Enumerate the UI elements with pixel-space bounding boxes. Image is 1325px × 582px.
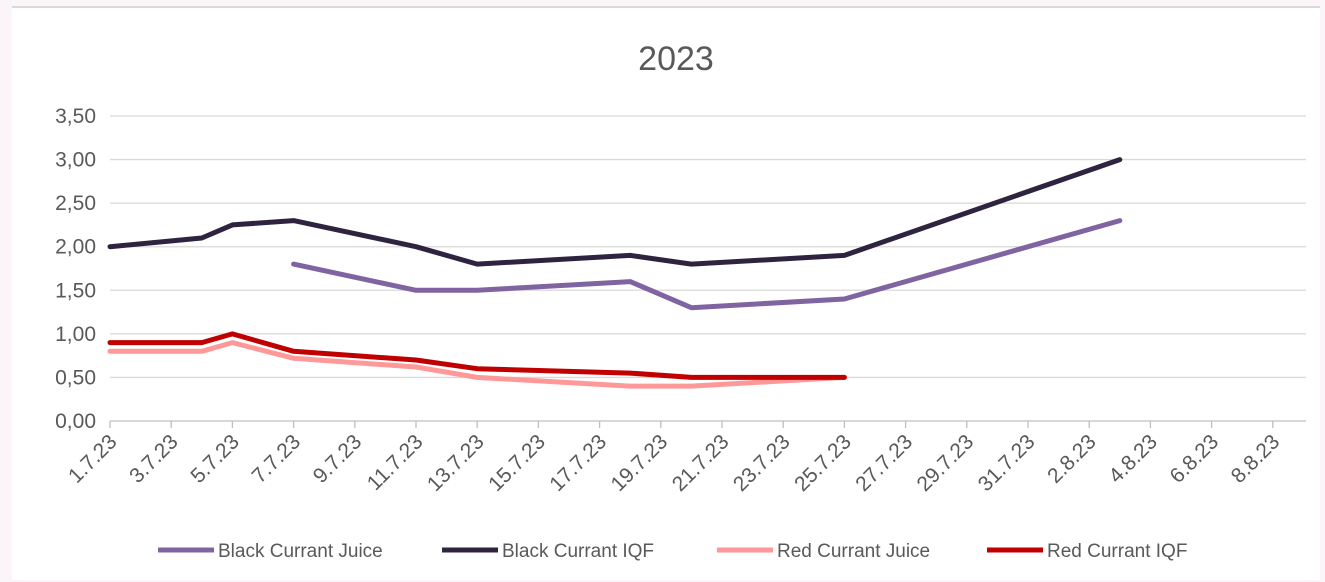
x-tick-label: 1.7.23 <box>64 430 122 488</box>
x-tick-label: 23.7.23 <box>729 430 795 496</box>
y-tick-label: 0,50 <box>55 366 96 389</box>
chart-frame: 2023 0,00 0,50 1,00 1,50 2,00 2,50 3,00 3,50 1.… <box>12 6 1320 580</box>
series-lines <box>107 157 1123 389</box>
legend-label: Black Currant Juice <box>218 541 383 562</box>
x-tick-label: 6.8.23 <box>1166 430 1224 488</box>
x-tick-label: 15.7.23 <box>484 430 550 496</box>
x-tick-label: 31.7.23 <box>974 430 1040 496</box>
legend-item: Red Currant Juice <box>717 541 930 562</box>
x-tick-label: 19.7.23 <box>607 430 673 496</box>
x-tick-label: 5.7.23 <box>186 430 244 488</box>
x-tick-label: 25.7.23 <box>790 430 856 496</box>
legend-label: Red Currant IQF <box>1047 541 1187 562</box>
series-line-black-currant-juice <box>291 218 1123 311</box>
series-line-black-currant-iqf <box>107 157 1123 267</box>
legend-label: Red Currant Juice <box>777 541 930 562</box>
x-tick-label: 9.7.23 <box>309 430 367 488</box>
legend: Black Currant Juice Black Currant IQF Red … <box>158 541 1187 562</box>
legend-item: Black Currant Juice <box>158 541 383 562</box>
series-line-red-currant-iqf <box>107 331 847 380</box>
line-chart: 2023 0,00 0,50 1,00 1,50 2,00 2,50 3,00 3,50 1.… <box>55 40 1306 562</box>
y-tick-label: 1,00 <box>55 323 96 346</box>
series-line-red-currant-juice <box>107 340 847 389</box>
legend-item: Black Currant IQF <box>442 541 654 562</box>
x-tick-label: 17.7.23 <box>545 430 611 496</box>
x-tick-label: 11.7.23 <box>363 430 428 495</box>
x-tick-label: 3.7.23 <box>125 430 183 488</box>
x-tick-label: 29.7.23 <box>913 430 979 496</box>
y-axis: 0,00 0,50 1,00 1,50 2,00 2,50 3,00 3,50 <box>55 105 96 433</box>
x-tick-label: 8.8.23 <box>1227 430 1285 488</box>
y-tick-label: 1,50 <box>55 279 96 302</box>
chart-title: 2023 <box>638 40 714 78</box>
gridlines <box>110 115 1306 379</box>
y-tick-label: 3,00 <box>55 149 96 172</box>
x-axis-tick-labels: 1.7.23 3.7.23 5.7.23 7.7.23 9.7.2311.7.2313.… <box>64 430 1284 496</box>
x-tick-label: 27.7.23 <box>851 430 917 496</box>
legend-label: Black Currant IQF <box>502 541 654 562</box>
x-tick-label: 7.7.23 <box>248 430 306 488</box>
x-tick-label: 2.8.23 <box>1043 430 1101 488</box>
x-tick-label: 13.7.23 <box>423 430 489 496</box>
y-tick-label: 2,00 <box>55 236 96 259</box>
y-tick-label: 3,50 <box>55 105 96 128</box>
x-tick-label: 4.8.23 <box>1104 430 1162 488</box>
legend-item: Red Currant IQF <box>987 541 1187 562</box>
x-tick-label: 21.7.23 <box>668 430 734 496</box>
y-tick-label: 2,50 <box>55 192 96 215</box>
y-tick-label: 0,00 <box>55 410 96 433</box>
x-axis <box>109 420 1306 428</box>
